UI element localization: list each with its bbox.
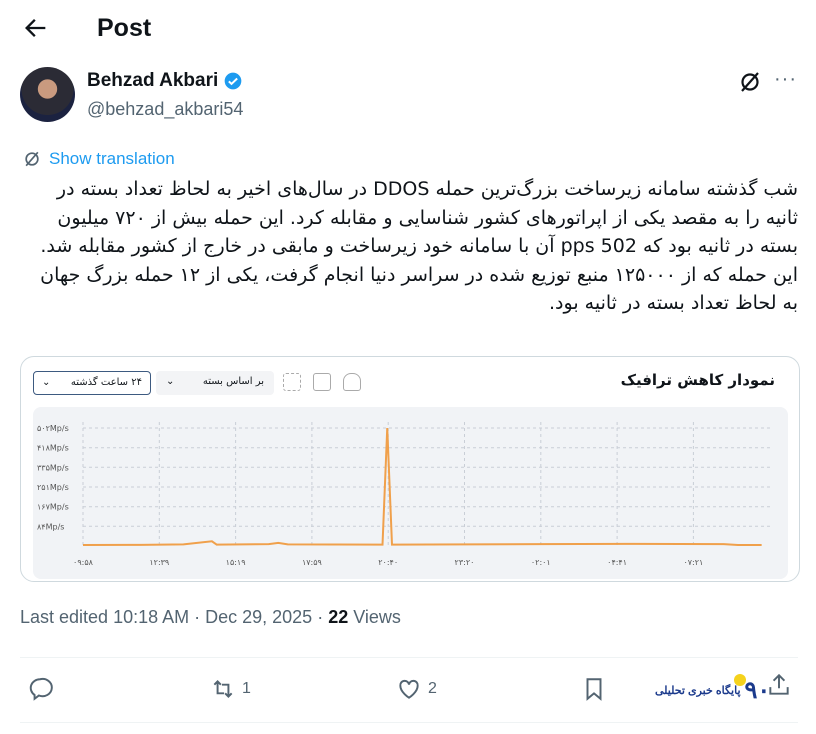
chevron-down-icon: ⌄ bbox=[166, 376, 175, 387]
y-tick-label: ۲۵۱Mp/s bbox=[37, 483, 69, 492]
x-tick-label: ۰۴:۴۱ bbox=[607, 558, 627, 567]
repost-icon bbox=[213, 680, 233, 698]
x-tick-label: ۱۵:۱۹ bbox=[226, 558, 246, 567]
author-name-text: Behzad Akbari bbox=[87, 70, 219, 91]
mode-select[interactable]: بر اساس بسته ⌄ bbox=[156, 371, 274, 395]
like-count: 2 bbox=[428, 680, 437, 697]
bookmark-icon bbox=[586, 678, 602, 701]
x-tick-label: ۲۳:۲۰ bbox=[455, 558, 475, 567]
series-line bbox=[82, 427, 762, 547]
x-tick-label: ۰۲:۰۱ bbox=[531, 558, 551, 567]
author-name[interactable]: Behzad Akbari bbox=[87, 70, 243, 92]
heart-icon bbox=[399, 679, 419, 699]
share-icon bbox=[769, 673, 789, 695]
author-handle[interactable]: @behzad_akbari54 bbox=[87, 99, 244, 119]
avatar[interactable] bbox=[20, 67, 75, 122]
verified-badge-icon bbox=[224, 72, 242, 90]
post-text: شب گذشته سامانه زیرساخت بزرگ‌ترین حمله D… bbox=[40, 178, 798, 314]
chart-background bbox=[33, 407, 788, 579]
y-tick-label: ۴۱۸Mp/s bbox=[37, 444, 69, 453]
traffic-chart: ۸۴Mp/s ۱۶۷Mp/s ۲۵۱Mp/s ۳۳۵Mp/s ۴۱۸Mp/s ۵۰۲Mp/… bbox=[33, 407, 788, 579]
edited-timestamp: Last edited 10:18 AM · Dec 29, 2025 · bbox=[20, 607, 329, 627]
views-label: Views bbox=[348, 607, 401, 627]
post-image[interactable]: نمودار کاهش ترافیک ۲۴ ساعت گذشته ⌄ بر اسا… bbox=[20, 356, 800, 582]
like-button[interactable]: 2 bbox=[396, 676, 437, 702]
post-meta: Last edited 10:18 AM · Dec 29, 2025 · 22… bbox=[20, 607, 401, 628]
time-range-select[interactable]: ۲۴ ساعت گذشته ⌄ bbox=[33, 371, 151, 395]
divider bbox=[20, 722, 798, 723]
reply-icon bbox=[29, 677, 53, 701]
show-translation-label: Show translation bbox=[49, 149, 175, 168]
y-tick-label: ۱۶۷Mp/s bbox=[37, 503, 69, 512]
grok-icon[interactable] bbox=[738, 70, 762, 94]
back-arrow-icon[interactable] bbox=[22, 14, 50, 42]
fullscreen-icon[interactable] bbox=[313, 373, 331, 391]
show-translation-link[interactable]: Show translation bbox=[22, 149, 175, 169]
x-tick-label: ۱۷:۵۹ bbox=[302, 558, 322, 567]
watermark-logo: ۹۰ پایگاه خبری تحلیلی bbox=[655, 674, 770, 705]
page-title: Post bbox=[97, 14, 152, 42]
repost-button[interactable]: 1 bbox=[210, 676, 251, 702]
reply-button[interactable] bbox=[27, 676, 53, 702]
bookmark-button[interactable] bbox=[581, 676, 607, 702]
y-tick-label: ۸۴Mp/s bbox=[37, 522, 64, 531]
views-count: 22 bbox=[328, 607, 349, 627]
y-tick-label: ۳۳۵Mp/s bbox=[37, 463, 69, 472]
repost-count: 1 bbox=[242, 680, 251, 697]
chevron-down-icon: ⌄ bbox=[42, 377, 51, 388]
divider bbox=[20, 657, 798, 658]
chart-title: نمودار کاهش ترافیک bbox=[620, 371, 775, 389]
mode-value: بر اساس بسته bbox=[202, 376, 264, 387]
x-tick-label: ۱۲:۳۹ bbox=[149, 558, 169, 567]
translate-icon bbox=[25, 151, 39, 167]
y-tick-label: ۵۰۲Mp/s bbox=[37, 424, 69, 433]
more-options-icon[interactable]: ··· bbox=[774, 68, 797, 90]
camera-icon[interactable] bbox=[283, 373, 301, 391]
x-tick-label: ۰۷:۲۱ bbox=[683, 558, 703, 567]
x-tick-label: ۲۰:۴۰ bbox=[378, 558, 398, 567]
home-icon[interactable] bbox=[343, 373, 361, 391]
share-button[interactable] bbox=[766, 672, 792, 698]
x-tick-label: ۰۹:۵۸ bbox=[73, 558, 94, 567]
time-range-value: ۲۴ ساعت گذشته bbox=[70, 377, 142, 388]
